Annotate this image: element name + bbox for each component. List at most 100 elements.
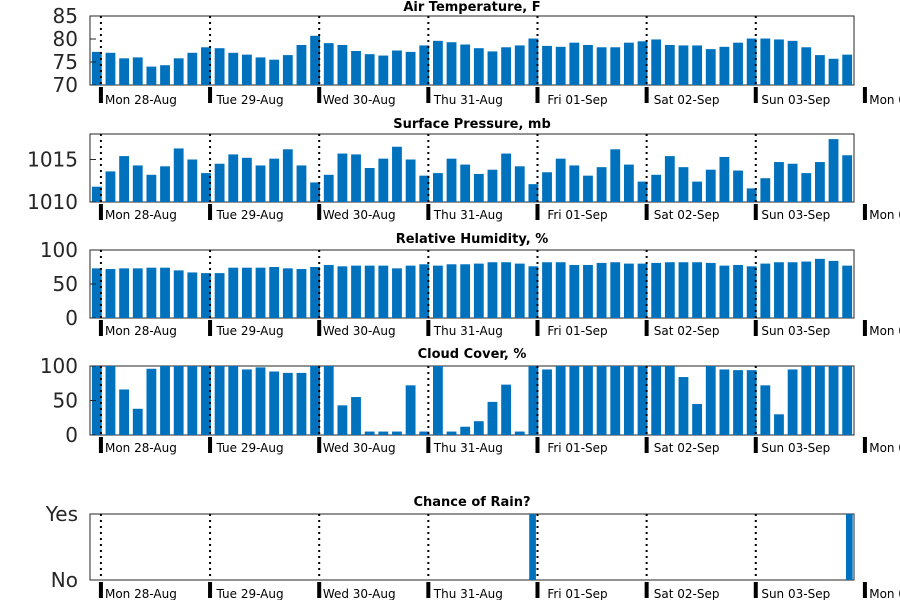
bar	[173, 148, 184, 202]
x-tick-label: Mon 05-Sep	[869, 93, 900, 107]
bar	[432, 173, 443, 202]
bar	[801, 47, 812, 85]
x-tick-label: Mon 28-Aug	[105, 208, 177, 222]
bar	[801, 261, 812, 318]
bar	[814, 366, 825, 435]
bar	[473, 263, 484, 318]
major-tick	[753, 320, 758, 336]
bar	[528, 184, 539, 202]
bar	[282, 372, 293, 435]
x-tick-label: Tue 29-Aug	[216, 441, 284, 455]
major-tick	[862, 582, 867, 598]
bar	[351, 154, 361, 202]
bar	[664, 44, 675, 85]
x-tick-label: Mon 28-Aug	[105, 441, 177, 455]
bar	[323, 174, 334, 202]
bar	[105, 171, 116, 202]
bar	[569, 264, 580, 318]
bar	[583, 175, 593, 202]
bar	[255, 165, 266, 202]
bar	[378, 158, 389, 202]
x-tick-label: Sat 02-Sep	[654, 441, 720, 455]
bar	[705, 366, 716, 435]
bar	[583, 264, 593, 318]
major-tick	[644, 437, 649, 453]
bar	[787, 163, 798, 202]
bar	[774, 414, 784, 435]
major-tick	[208, 87, 213, 103]
bar	[351, 265, 361, 318]
bar	[719, 156, 730, 202]
bar	[173, 270, 184, 318]
x-tick-label: Sat 02-Sep	[654, 587, 720, 600]
bar	[119, 389, 130, 435]
chart-title: Surface Pressure, mb	[393, 117, 551, 132]
major-tick	[644, 87, 649, 103]
bar	[664, 262, 675, 318]
bar	[269, 158, 280, 202]
bar	[146, 267, 157, 318]
bar	[241, 267, 252, 318]
bar	[187, 272, 198, 318]
x-tick-label: Wed 30-Aug	[323, 324, 396, 338]
bar	[842, 155, 853, 202]
bar	[705, 49, 716, 85]
bar	[692, 403, 703, 435]
bar	[269, 371, 280, 435]
x-tick-label: Sat 02-Sep	[654, 93, 720, 107]
x-tick-label: Tue 29-Aug	[216, 93, 284, 107]
bar	[514, 263, 525, 318]
chart-title: Cloud Cover, %	[418, 347, 527, 362]
x-tick-label: Fri 01-Sep	[547, 441, 607, 455]
bar	[160, 366, 170, 435]
bar	[542, 172, 552, 202]
y-tick-label: 0	[65, 423, 78, 447]
bar	[446, 42, 457, 85]
chart-panel-2: Surface Pressure, mb 1010 1015 Mon 28-Aug Tu…	[27, 117, 900, 222]
bar	[842, 366, 853, 435]
x-tick-label: Wed 30-Aug	[323, 587, 396, 600]
bar	[146, 66, 157, 85]
bar	[392, 431, 402, 435]
major-tick	[208, 320, 213, 336]
bar	[255, 267, 266, 318]
bar	[310, 182, 321, 202]
major-tick	[98, 320, 103, 336]
bar	[91, 186, 102, 202]
bar	[651, 262, 662, 318]
bar	[432, 265, 443, 318]
bar	[596, 167, 607, 202]
bar	[774, 39, 784, 85]
bar	[801, 366, 812, 435]
bar	[241, 54, 252, 85]
bar	[473, 48, 484, 85]
bar	[814, 258, 825, 318]
bar	[514, 431, 525, 435]
bar	[91, 51, 102, 85]
bar	[446, 264, 457, 318]
bar	[405, 51, 416, 85]
bar	[337, 44, 348, 85]
bar	[310, 366, 321, 435]
bar	[623, 366, 634, 435]
bar	[146, 368, 157, 435]
bar	[555, 262, 566, 318]
bar	[651, 39, 662, 85]
major-tick	[535, 87, 540, 103]
bar	[487, 51, 498, 85]
bar	[91, 268, 102, 318]
bar	[760, 263, 771, 318]
bar	[378, 431, 389, 435]
bar	[132, 268, 143, 318]
bar	[637, 366, 648, 435]
bar	[692, 181, 703, 202]
bar	[214, 366, 225, 435]
x-tick-label: Fri 01-Sep	[547, 93, 607, 107]
bar	[637, 41, 648, 85]
x-tick-label: Fri 01-Sep	[547, 324, 607, 338]
x-tick-label: Sat 02-Sep	[654, 208, 720, 222]
bar	[760, 38, 771, 85]
bar	[678, 45, 689, 85]
major-tick	[753, 204, 758, 220]
bar	[651, 366, 662, 435]
